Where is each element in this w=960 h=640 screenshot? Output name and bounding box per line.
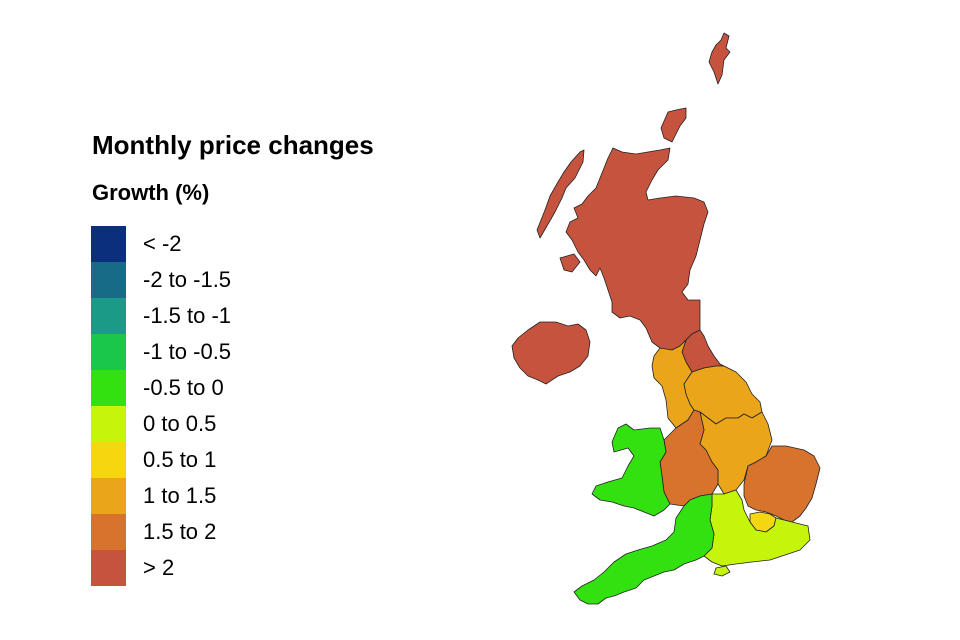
- legend-item: 0.5 to 1: [91, 442, 231, 478]
- legend-swatch: [91, 442, 126, 478]
- legend-label: 1 to 1.5: [143, 483, 217, 508]
- region-scotland: [565, 147, 709, 353]
- region-scotland-orkney: [660, 107, 687, 143]
- legend-item: -0.5 to 0: [91, 370, 231, 406]
- legend-item: -1 to -0.5: [91, 334, 231, 370]
- legend-swatch: [91, 514, 126, 550]
- legend-label: 0.5 to 1: [143, 447, 217, 472]
- region-scotland-hebrides: [536, 149, 585, 239]
- legend-item: 1 to 1.5: [91, 478, 231, 514]
- legend-label: -1 to -0.5: [143, 339, 232, 364]
- legend-item: -1.5 to -1: [91, 298, 231, 334]
- legend-item: 1.5 to 2: [91, 514, 231, 550]
- legend-label: -1.5 to -1: [143, 303, 232, 328]
- legend-item: -2 to -1.5: [91, 262, 231, 298]
- legend-swatch: [91, 550, 126, 586]
- region-south-west: [573, 493, 715, 605]
- legend-swatch: [91, 262, 126, 298]
- legend: < -2 -2 to -1.5 -1.5 to -1 -1 to -0.5 -0…: [91, 226, 231, 586]
- legend-swatch: [91, 370, 126, 406]
- legend-label: < -2: [143, 231, 182, 256]
- legend-label: 1.5 to 2: [143, 519, 217, 544]
- region-scotland-shetland: [708, 32, 731, 85]
- legend-item: 0 to 0.5: [91, 406, 231, 442]
- map-title: Monthly price changes: [92, 130, 374, 160]
- legend-item: < -2: [91, 226, 231, 262]
- legend-label: -2 to -1.5: [143, 267, 232, 292]
- region-south-east-iow: [713, 565, 731, 577]
- legend-swatch: [91, 298, 126, 334]
- legend-title: Growth (%): [92, 180, 210, 205]
- region-northern-ireland: [511, 321, 591, 385]
- region-wales: [591, 423, 671, 517]
- region-east-of-england: [743, 445, 821, 523]
- legend-label: 0 to 0.5: [143, 411, 217, 436]
- legend-item: > 2: [91, 550, 231, 586]
- legend-swatch: [91, 334, 126, 370]
- legend-label: -0.5 to 0: [143, 375, 224, 400]
- region-scotland-islands: [559, 253, 581, 273]
- legend-swatch: [91, 226, 126, 262]
- legend-label: > 2: [143, 555, 175, 580]
- legend-swatch: [91, 478, 126, 514]
- legend-swatch: [91, 406, 126, 442]
